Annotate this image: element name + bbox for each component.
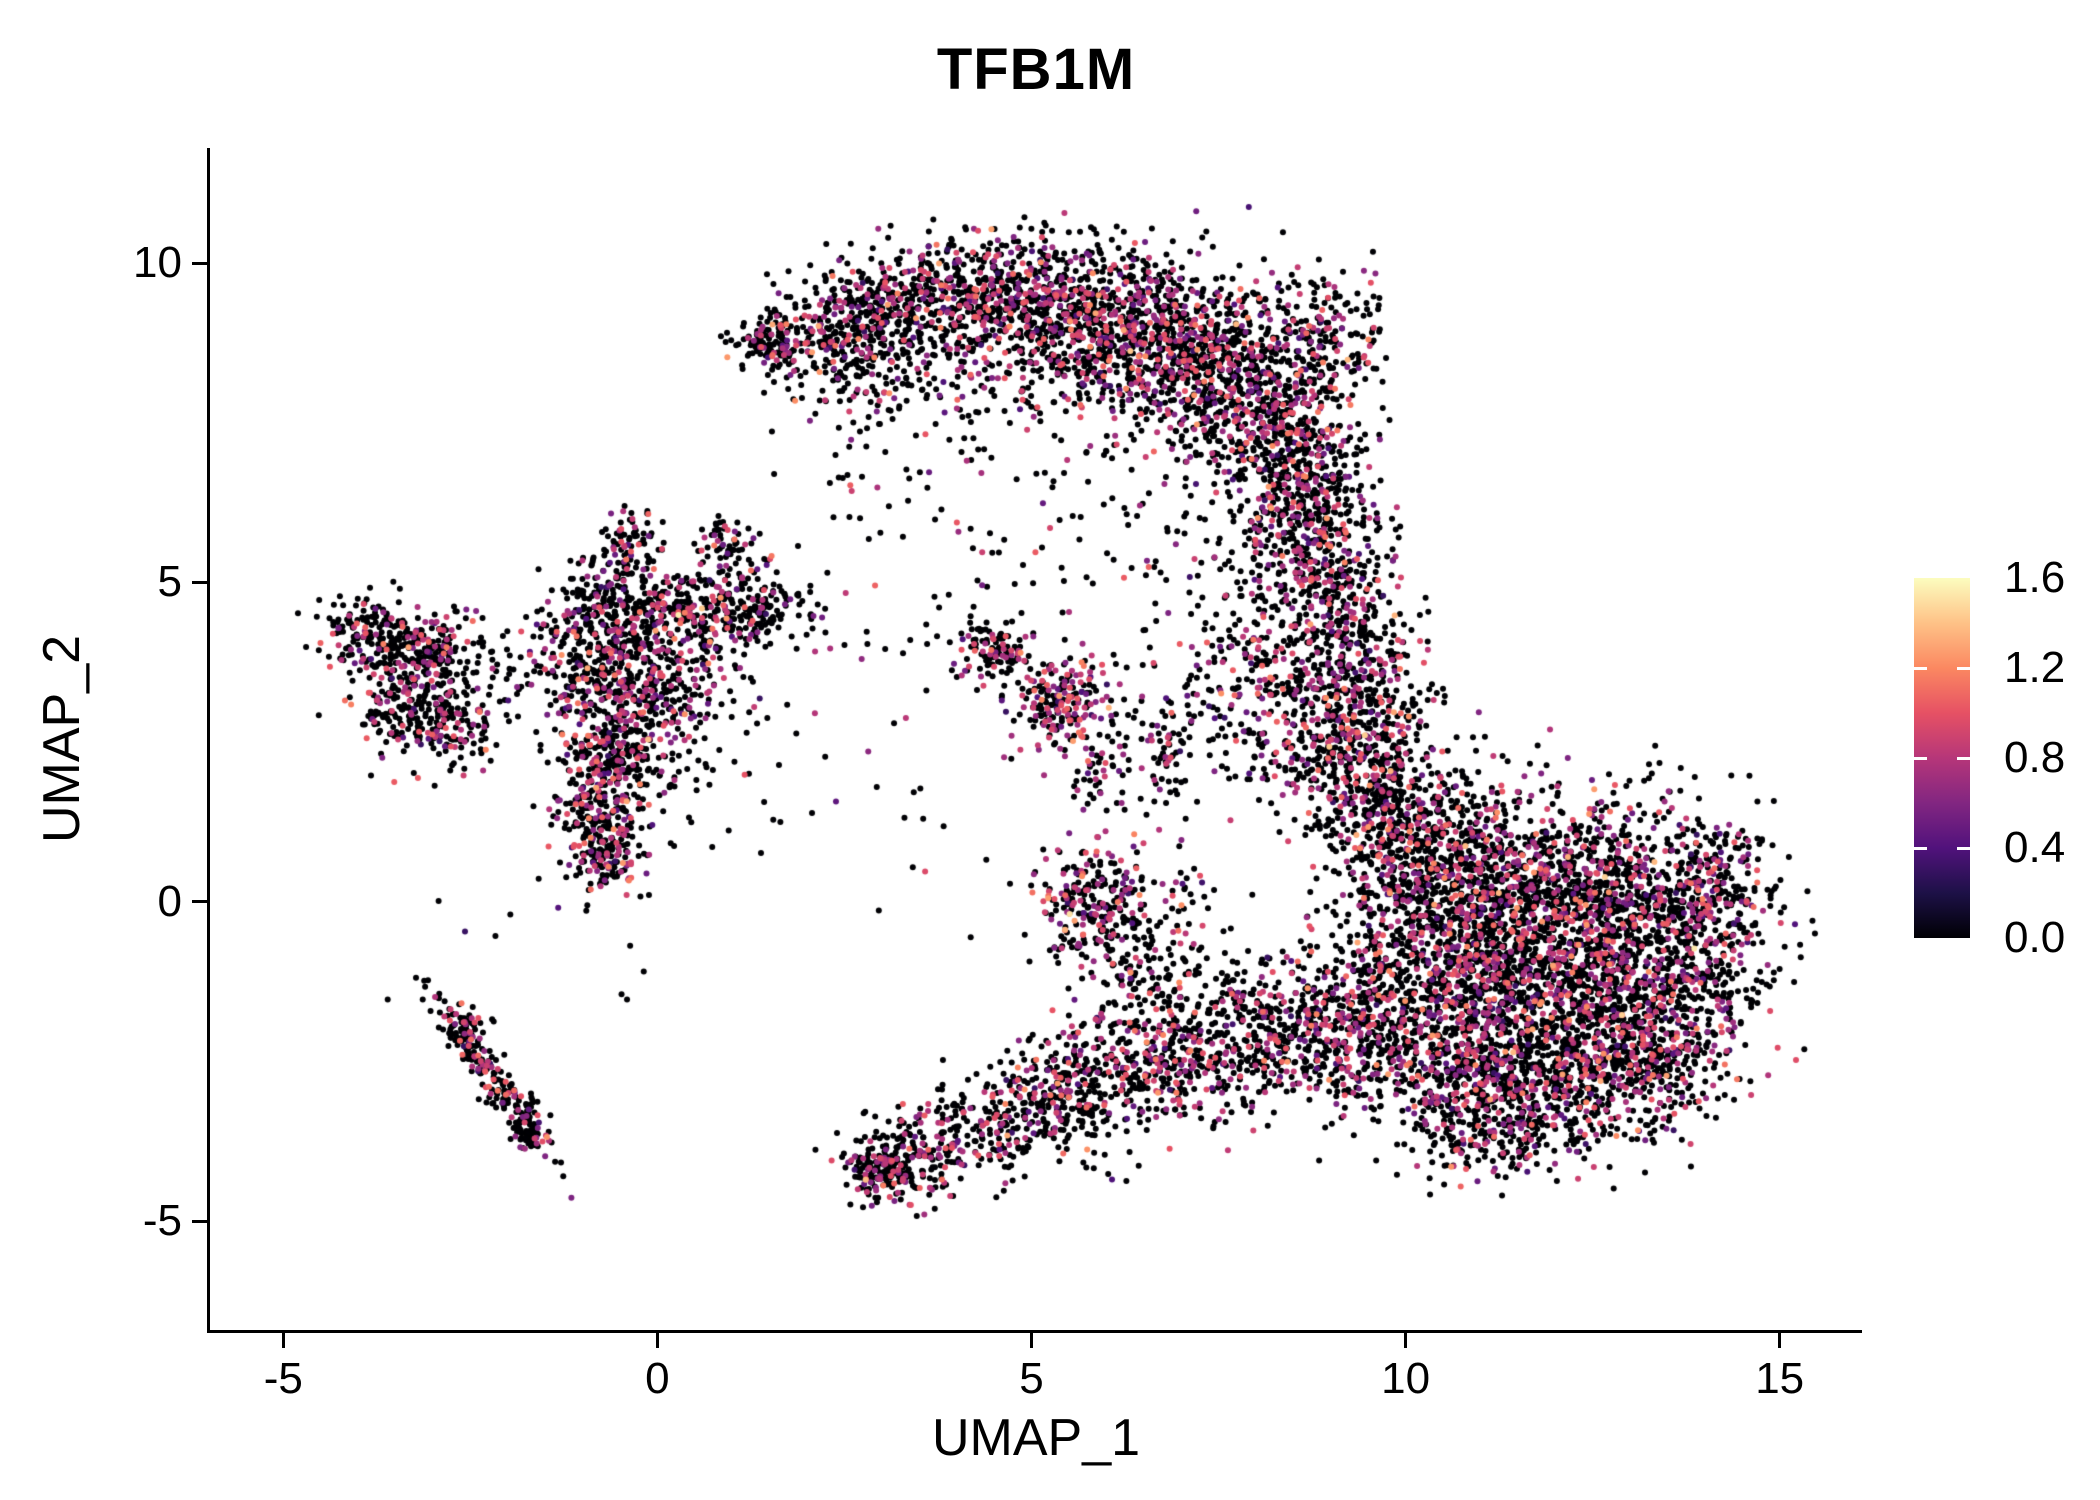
y-tick-mark	[192, 261, 207, 265]
x-tick-label: -5	[263, 1354, 303, 1403]
colorbar-tick-label: 0.8	[2004, 733, 2066, 782]
colorbar-tick-label: 1.2	[2004, 643, 2066, 692]
x-tick-label: 0	[645, 1354, 670, 1403]
colorbar-tick-mark	[1914, 666, 1927, 670]
y-tick-label: -5	[142, 1196, 182, 1246]
y-tick-label: 0	[157, 876, 182, 926]
x-tick-mark	[1030, 1333, 1033, 1348]
x-tick-mark	[1404, 1333, 1408, 1348]
colorbar-tick-mark	[1957, 846, 1970, 850]
colorbar-tick-mark	[1957, 666, 1970, 670]
y-axis-title: UMAP_2	[33, 634, 91, 844]
y-tick-mark	[192, 900, 207, 904]
colorbar-tick-mark	[1957, 756, 1970, 760]
plot-panel	[207, 148, 1862, 1333]
colorbar-tick-mark	[1914, 756, 1927, 760]
chart-title: TFB1M	[936, 37, 1136, 102]
x-tick-label: 15	[1755, 1354, 1805, 1403]
colorbar-tick-label: 0.0	[2004, 913, 2066, 962]
scatter-canvas	[210, 148, 1862, 1330]
x-axis-title: UMAP_1	[931, 1409, 1141, 1467]
y-tick-mark	[192, 1219, 207, 1223]
x-tick-label: 5	[1019, 1354, 1044, 1403]
x-tick-mark	[281, 1333, 285, 1348]
colorbar-tick-mark	[1914, 846, 1927, 850]
x-tick-mark	[655, 1333, 659, 1348]
y-tick-mark	[192, 580, 207, 584]
x-tick-label: 10	[1381, 1354, 1431, 1403]
y-tick-label: 5	[157, 557, 182, 607]
y-tick-label: 10	[133, 238, 182, 287]
colorbar-tick-label: 1.6	[2004, 553, 2066, 602]
colorbar-tick-label: 0.4	[2004, 823, 2066, 872]
x-tick-mark	[1778, 1333, 1782, 1348]
